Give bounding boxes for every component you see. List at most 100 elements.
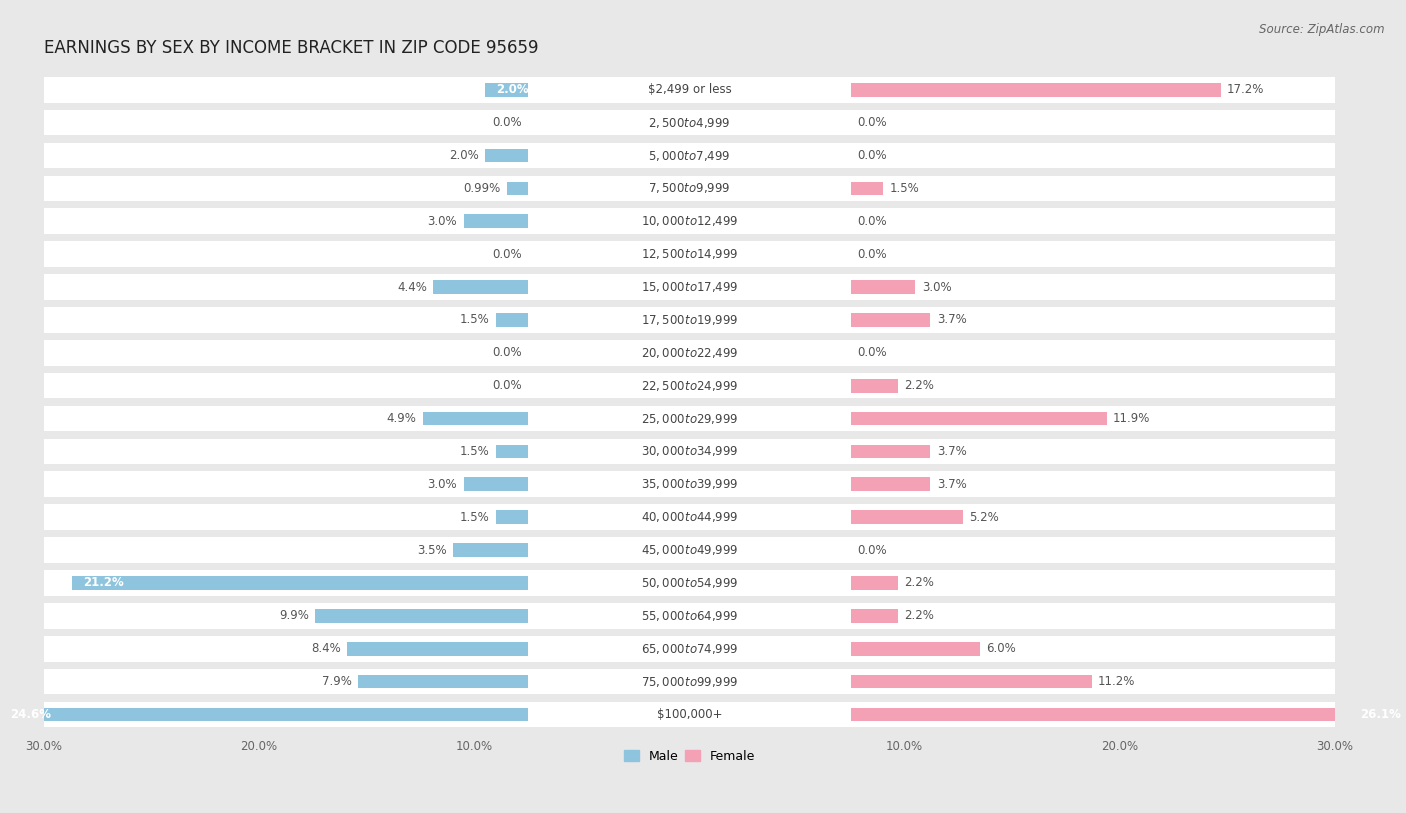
Bar: [44, 472, 1334, 497]
Bar: [464, 215, 529, 228]
Bar: [851, 641, 980, 655]
Bar: [851, 576, 898, 590]
Legend: Male, Female: Male, Female: [619, 745, 761, 767]
Bar: [851, 445, 931, 459]
Text: $22,500 to $24,999: $22,500 to $24,999: [641, 379, 738, 393]
Text: 3.7%: 3.7%: [936, 445, 966, 458]
Text: $45,000 to $49,999: $45,000 to $49,999: [641, 543, 738, 557]
Text: $65,000 to $74,999: $65,000 to $74,999: [641, 641, 738, 656]
Text: 2.2%: 2.2%: [904, 379, 935, 392]
Text: $15,000 to $17,499: $15,000 to $17,499: [641, 280, 738, 294]
Text: $5,000 to $7,499: $5,000 to $7,499: [648, 149, 731, 163]
Bar: [851, 411, 1107, 425]
Bar: [315, 609, 529, 623]
Text: 0.0%: 0.0%: [492, 116, 522, 129]
Text: 0.0%: 0.0%: [858, 544, 887, 557]
Bar: [44, 274, 1334, 300]
Text: $7,500 to $9,999: $7,500 to $9,999: [648, 181, 731, 195]
Text: $10,000 to $12,499: $10,000 to $12,499: [641, 215, 738, 228]
Bar: [851, 379, 898, 393]
Bar: [44, 603, 1334, 628]
Bar: [44, 77, 1334, 102]
Text: 3.7%: 3.7%: [936, 478, 966, 491]
Bar: [851, 707, 1406, 721]
Text: 0.0%: 0.0%: [858, 215, 887, 228]
Bar: [496, 445, 529, 459]
Text: 0.99%: 0.99%: [463, 182, 501, 195]
Bar: [44, 176, 1334, 202]
Text: 3.7%: 3.7%: [936, 314, 966, 327]
Text: $50,000 to $54,999: $50,000 to $54,999: [641, 576, 738, 590]
Bar: [453, 543, 529, 557]
Text: 1.5%: 1.5%: [460, 445, 489, 458]
Bar: [359, 675, 529, 689]
Bar: [347, 641, 529, 655]
Bar: [44, 241, 1334, 267]
Bar: [496, 313, 529, 327]
Text: 4.4%: 4.4%: [396, 280, 427, 293]
Text: $20,000 to $22,499: $20,000 to $22,499: [641, 346, 738, 360]
Text: 1.5%: 1.5%: [460, 511, 489, 524]
Bar: [506, 181, 529, 195]
Bar: [44, 307, 1334, 333]
Text: 0.0%: 0.0%: [492, 248, 522, 261]
Text: $25,000 to $29,999: $25,000 to $29,999: [641, 411, 738, 425]
Bar: [851, 313, 931, 327]
Bar: [851, 280, 915, 294]
Text: 2.2%: 2.2%: [904, 609, 935, 622]
Text: 5.2%: 5.2%: [969, 511, 998, 524]
Text: $75,000 to $99,999: $75,000 to $99,999: [641, 675, 738, 689]
Text: $30,000 to $34,999: $30,000 to $34,999: [641, 445, 738, 459]
Text: 3.0%: 3.0%: [922, 280, 952, 293]
Text: $40,000 to $44,999: $40,000 to $44,999: [641, 511, 738, 524]
Bar: [44, 143, 1334, 168]
Text: 3.0%: 3.0%: [427, 478, 457, 491]
Bar: [44, 702, 1334, 728]
Text: $17,500 to $19,999: $17,500 to $19,999: [641, 313, 738, 327]
Bar: [496, 511, 529, 524]
Bar: [464, 477, 529, 491]
Bar: [423, 411, 529, 425]
Bar: [485, 149, 529, 163]
Text: $100,000+: $100,000+: [657, 708, 723, 721]
Text: $2,500 to $4,999: $2,500 to $4,999: [648, 115, 731, 129]
Text: $2,499 or less: $2,499 or less: [648, 83, 731, 96]
Text: 0.0%: 0.0%: [492, 346, 522, 359]
Text: 4.9%: 4.9%: [387, 412, 416, 425]
Text: 2.2%: 2.2%: [904, 576, 935, 589]
Bar: [44, 504, 1334, 530]
Text: 2.0%: 2.0%: [449, 149, 478, 162]
Bar: [851, 511, 963, 524]
Bar: [44, 438, 1334, 464]
Bar: [44, 406, 1334, 432]
Text: 0.0%: 0.0%: [858, 116, 887, 129]
Text: $12,500 to $14,999: $12,500 to $14,999: [641, 247, 738, 261]
Text: Source: ZipAtlas.com: Source: ZipAtlas.com: [1260, 23, 1385, 36]
Bar: [44, 208, 1334, 234]
Text: 0.0%: 0.0%: [858, 346, 887, 359]
Text: $35,000 to $39,999: $35,000 to $39,999: [641, 477, 738, 491]
Text: 0.0%: 0.0%: [858, 248, 887, 261]
Text: 3.0%: 3.0%: [427, 215, 457, 228]
Bar: [0, 707, 529, 721]
Text: $55,000 to $64,999: $55,000 to $64,999: [641, 609, 738, 623]
Text: 3.5%: 3.5%: [416, 544, 446, 557]
Text: 17.2%: 17.2%: [1227, 83, 1264, 96]
Bar: [851, 83, 1220, 97]
Text: 11.2%: 11.2%: [1098, 675, 1136, 688]
Bar: [851, 609, 898, 623]
Text: 24.6%: 24.6%: [10, 708, 51, 721]
Bar: [44, 669, 1334, 694]
Text: 7.9%: 7.9%: [322, 675, 352, 688]
Text: 26.1%: 26.1%: [1361, 708, 1402, 721]
Bar: [44, 570, 1334, 596]
Bar: [851, 675, 1091, 689]
Text: EARNINGS BY SEX BY INCOME BRACKET IN ZIP CODE 95659: EARNINGS BY SEX BY INCOME BRACKET IN ZIP…: [44, 39, 538, 58]
Bar: [851, 181, 883, 195]
Bar: [44, 636, 1334, 662]
Text: 11.9%: 11.9%: [1114, 412, 1150, 425]
Bar: [44, 340, 1334, 366]
Bar: [433, 280, 529, 294]
Bar: [851, 477, 931, 491]
Text: 2.0%: 2.0%: [496, 83, 529, 96]
